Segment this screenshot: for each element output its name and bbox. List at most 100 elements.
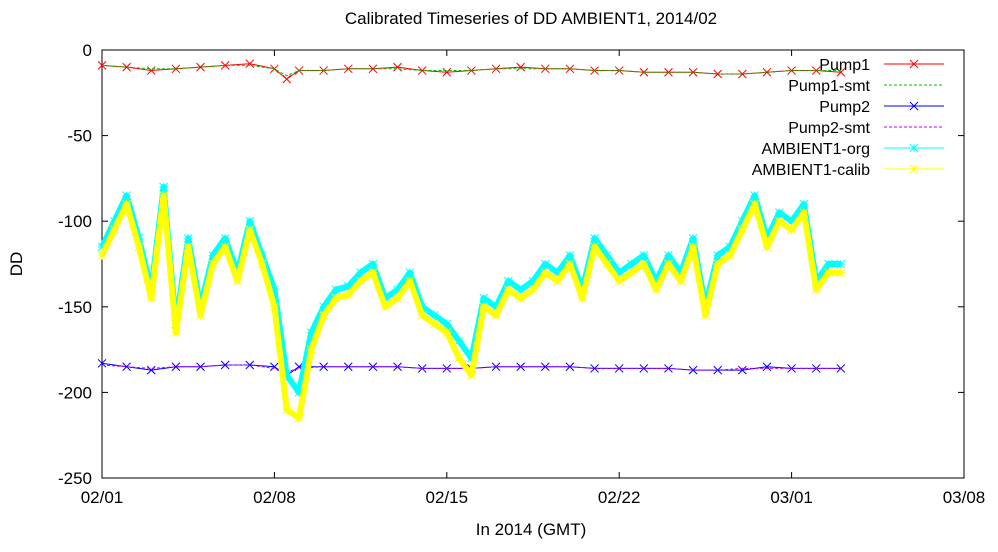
data-point [479, 302, 489, 312]
data-point [824, 268, 833, 277]
data-point [577, 293, 587, 303]
data-point [479, 293, 489, 303]
data-point [270, 302, 279, 312]
data-point [196, 62, 205, 72]
data-point [405, 276, 415, 286]
data-point [171, 362, 181, 372]
data-point [393, 293, 402, 303]
data-point [454, 336, 464, 346]
data-point [417, 66, 427, 75]
series-ambient1-org [97, 182, 846, 397]
plot-frame [101, 49, 965, 479]
data-point [664, 259, 673, 269]
data-point [417, 311, 427, 320]
data-point [122, 62, 131, 72]
data-point [245, 225, 255, 235]
series-line [101, 64, 841, 77]
data-point [393, 62, 402, 72]
y-tick-label: -250 [58, 469, 92, 488]
data-point [713, 259, 723, 269]
data-point [516, 62, 526, 72]
x-axis-label: In 2014 (GMT) [476, 520, 587, 539]
series-pump2-smt [101, 364, 841, 373]
legend-label: Pump2-smt [788, 120, 870, 137]
data-point [171, 64, 181, 74]
data-point [319, 362, 329, 372]
legend-item: AMBIENT1-calib [752, 162, 944, 179]
data-point [836, 268, 846, 277]
data-point [146, 293, 156, 303]
data-point [146, 66, 156, 75]
data-point [319, 311, 329, 320]
data-point [565, 259, 575, 269]
data-point [824, 259, 833, 269]
y-tick-label: -150 [58, 298, 92, 317]
data-point [762, 67, 772, 77]
legend-label: AMBIENT1-org [762, 141, 870, 158]
y-tick-label: -50 [67, 127, 92, 146]
data-point [713, 251, 723, 260]
data-point [356, 268, 365, 277]
data-point [528, 285, 538, 295]
x-tick-label: 03/01 [770, 488, 813, 507]
data-point [245, 216, 255, 226]
data-point [109, 225, 119, 235]
data-point [565, 362, 575, 372]
data-point [319, 66, 329, 75]
data-point [774, 216, 784, 226]
data-point [196, 362, 205, 372]
legend-item: Pump1 [819, 57, 944, 74]
data-point [245, 360, 255, 370]
data-point [540, 362, 550, 372]
data-point [688, 67, 698, 77]
data-point [774, 208, 784, 217]
data-point [368, 268, 378, 277]
data-point [220, 242, 230, 252]
data-point [208, 259, 218, 269]
legend-marker [909, 59, 919, 69]
data-point [442, 319, 452, 329]
data-point [343, 290, 353, 300]
legend-item: AMBIENT1-org [762, 141, 944, 158]
x-tick-label: 02/22 [598, 488, 641, 507]
series-pump1 [97, 59, 846, 84]
legend-item: Pump2 [819, 99, 944, 116]
legend-label: Pump1 [819, 57, 870, 74]
data-point [713, 69, 723, 79]
legend-item: Pump1-smt [788, 78, 944, 95]
data-point [504, 285, 513, 295]
data-point [799, 199, 809, 209]
data-point [836, 259, 846, 269]
data-point [183, 242, 193, 252]
data-point [688, 242, 698, 252]
data-point [282, 405, 292, 414]
series-line [99, 192, 841, 422]
data-point [257, 259, 267, 269]
data-point [565, 251, 575, 260]
data-point [639, 259, 649, 269]
data-point [380, 302, 390, 312]
data-point [220, 233, 230, 243]
data-point [540, 268, 550, 277]
data-point [590, 233, 599, 243]
data-point [590, 242, 599, 252]
data-point [750, 199, 760, 209]
data-point [294, 413, 304, 423]
data-point [787, 225, 796, 235]
x-tick-label: 02/08 [253, 488, 296, 507]
series-pump1-smt [101, 64, 841, 77]
data-point [430, 311, 439, 320]
data-point [159, 191, 168, 200]
data-point [725, 251, 735, 260]
chart-title: Calibrated Timeseries of DD AMBIENT1, 20… [345, 9, 717, 28]
data-point [196, 311, 205, 320]
data-point [836, 67, 846, 77]
legend-marker [909, 143, 919, 153]
data-point [737, 225, 747, 235]
data-point [639, 364, 649, 373]
data-point [627, 268, 636, 277]
data-point [811, 285, 821, 295]
data-point [688, 233, 698, 243]
data-point [306, 328, 316, 337]
data-point [737, 69, 747, 79]
